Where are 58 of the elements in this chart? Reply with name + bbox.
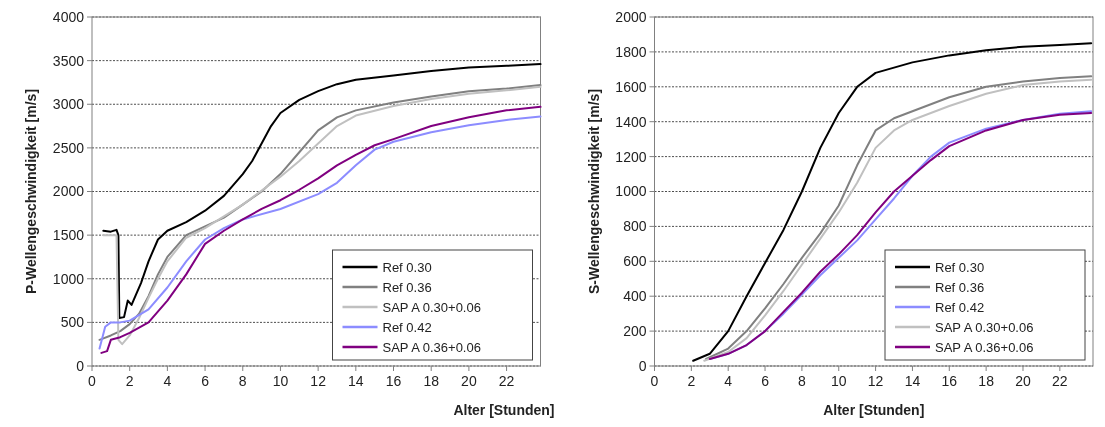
x-tick-label: 16: [385, 373, 402, 389]
x-tick-label: 0: [650, 373, 659, 389]
legend-label: Ref 0.36: [935, 279, 985, 295]
y-tick-label: 1600: [615, 78, 647, 95]
y-tick-label: 1000: [52, 270, 85, 287]
legend-label: SAP A 0.30+0.06: [935, 319, 1034, 335]
y-tick-label: 3500: [52, 52, 85, 69]
x-tick-label: 22: [498, 373, 515, 389]
x-tick-label: 6: [201, 373, 210, 389]
x-tick-label: 18: [423, 373, 440, 389]
x-tick-label: 12: [867, 373, 884, 389]
legend-label: Ref 0.42: [935, 299, 985, 315]
y-tick-label: 0: [638, 357, 647, 374]
legend-label: SAP A 0.36+0.06: [382, 339, 481, 355]
y-tick-label: 4000: [52, 8, 85, 25]
y-axis-title: P-Wellengeschwindigkeit [m/s]: [23, 88, 39, 295]
x-tick-label: 2: [687, 373, 696, 389]
x-tick-label: 12: [310, 373, 327, 389]
y-tick-label: 800: [623, 218, 647, 235]
x-tick-label: 4: [724, 373, 733, 389]
legend-label: SAP A 0.30+0.06: [382, 299, 481, 315]
x-tick-label: 14: [904, 373, 921, 389]
x-tick-label: 0: [88, 373, 97, 389]
x-tick-label: 6: [761, 373, 770, 389]
x-tick-label: 10: [272, 373, 289, 389]
y-tick-label: 1400: [615, 113, 647, 130]
y-tick-label: 600: [623, 253, 647, 270]
y-tick-label: 1500: [52, 227, 85, 244]
legend-label: Ref 0.36: [382, 279, 432, 295]
legend-label: SAP A 0.36+0.06: [935, 339, 1034, 355]
y-axis-title: S-Wellengeschwindigkeit [m/s]: [585, 88, 602, 295]
x-axis-title: Alter [Stunden]: [823, 402, 925, 418]
x-tick-label: 8: [798, 373, 806, 389]
x-tick-label: 4: [163, 373, 172, 389]
x-tick-label: 20: [461, 373, 477, 389]
y-tick-label: 2500: [52, 139, 85, 156]
y-tick-label: 400: [623, 288, 647, 305]
y-tick-label: 0: [76, 357, 85, 374]
x-tick-label: 8: [238, 373, 247, 389]
x-tick-label: 20: [1015, 373, 1031, 389]
y-tick-label: 200: [623, 323, 647, 339]
legend-label: Ref 0.30: [382, 259, 432, 275]
x-tick-label: 2: [125, 373, 134, 389]
y-tick-label: 500: [60, 314, 85, 331]
x-tick-label: 22: [1052, 373, 1068, 389]
y-tick-label: 1200: [615, 148, 647, 165]
y-tick-label: 3000: [52, 96, 85, 113]
legend-label: Ref 0.42: [382, 319, 432, 335]
x-axis-title: Alter [Stunden]: [453, 402, 555, 418]
x-tick-label: 16: [941, 373, 958, 389]
y-tick-label: 1800: [615, 43, 647, 60]
y-tick-label: 2000: [52, 183, 85, 200]
x-tick-label: 14: [348, 373, 364, 389]
legend-label: Ref 0.30: [935, 259, 985, 275]
y-tick-label: 1000: [615, 183, 647, 200]
x-tick-label: 10: [830, 373, 847, 389]
x-tick-label: 18: [978, 373, 995, 389]
y-tick-label: 2000: [615, 8, 647, 25]
